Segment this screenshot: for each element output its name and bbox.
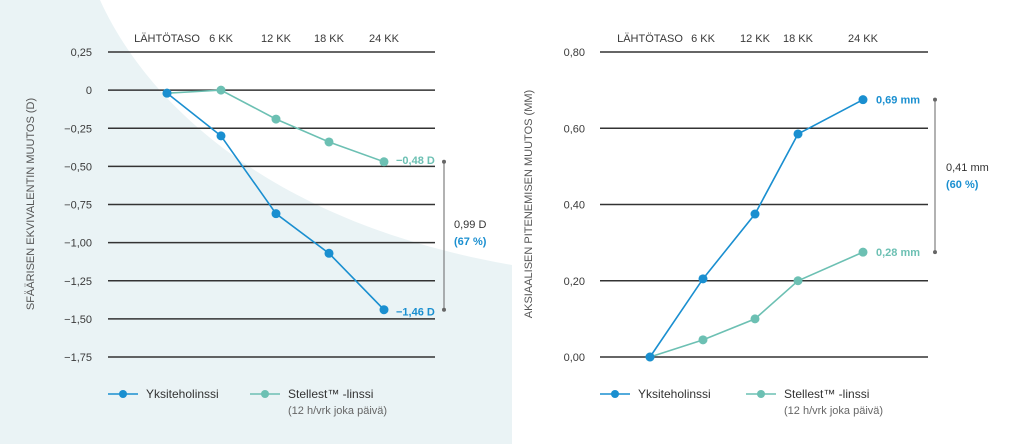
bracket-end <box>442 159 446 164</box>
data-point <box>645 352 655 362</box>
x-tick-label: LÄHTÖTASO <box>617 33 683 45</box>
x-tick-label: 24 KK <box>369 33 400 45</box>
y-tick-label: 0,40 <box>564 200 585 212</box>
bracket-end <box>442 307 446 312</box>
data-point <box>379 305 389 315</box>
data-point <box>698 335 708 345</box>
x-tick-label: LÄHTÖTASO <box>134 33 200 45</box>
y-axis-title: SFÄÄRISEN EKVIVALENTIN MUUTOS (D) <box>25 98 37 310</box>
background-swoosh <box>0 0 512 444</box>
x-tick-label: 24 KK <box>848 33 879 45</box>
data-point <box>271 114 281 124</box>
difference-value: 0,41 mm <box>946 162 989 174</box>
y-tick-label: 0 <box>86 85 92 97</box>
y-tick-label: 0,25 <box>71 47 92 59</box>
y-axis-title: AKSIAALISEN PITENEMISEN MUUTOS (MM) <box>523 90 535 318</box>
data-point <box>750 209 760 219</box>
y-tick-label: 0,80 <box>564 47 585 59</box>
y-tick-label: 0,00 <box>564 352 585 364</box>
x-tick-label: 12 KK <box>261 33 292 45</box>
x-tick-label: 6 KK <box>209 33 234 45</box>
end-value-label: −0,48 D <box>396 155 435 167</box>
legend-swatch-point <box>611 390 619 398</box>
series-line <box>649 251 864 358</box>
legend-label: Stellest™ -linssi <box>288 387 373 401</box>
data-point <box>379 157 389 167</box>
legend-label: Yksiteholinssi <box>638 387 711 401</box>
data-point <box>858 95 868 105</box>
legend-label: Stellest™ -linssi <box>784 387 869 401</box>
data-point <box>793 129 803 139</box>
y-tick-label: −1,25 <box>64 276 92 288</box>
x-tick-label: 6 KK <box>691 33 716 45</box>
y-tick-label: −0,50 <box>64 161 92 173</box>
data-point <box>216 85 226 95</box>
difference-percent: (67 %) <box>454 236 487 248</box>
end-value-label: 0,69 mm <box>876 95 920 107</box>
data-point <box>324 137 334 147</box>
y-tick-label: −0,75 <box>64 200 92 212</box>
end-value-label: −1,46 D <box>396 307 435 319</box>
legend-label: Yksiteholinssi <box>146 387 219 401</box>
data-point <box>162 88 172 98</box>
y-tick-label: −1,00 <box>64 238 92 250</box>
data-point <box>324 248 334 258</box>
data-point <box>216 131 226 141</box>
data-point <box>793 276 803 286</box>
x-tick-label: 18 KK <box>314 33 345 45</box>
x-tick-label: 18 KK <box>783 33 814 45</box>
data-point <box>271 209 281 219</box>
bracket-end <box>933 250 937 255</box>
y-tick-label: 0,60 <box>564 123 585 135</box>
data-point <box>750 314 760 324</box>
end-value-label: 0,28 mm <box>876 247 920 259</box>
data-point <box>698 274 708 284</box>
difference-percent: (60 %) <box>946 179 979 191</box>
legend-swatch-point <box>757 390 765 398</box>
y-tick-label: −0,25 <box>64 123 92 135</box>
bracket-end <box>933 97 937 102</box>
x-tick-label: 12 KK <box>740 33 771 45</box>
y-tick-label: −1,75 <box>64 352 92 364</box>
legend-sublabel: (12 h/vrk joka päivä) <box>288 405 387 417</box>
y-tick-label: 0,20 <box>564 276 585 288</box>
legend-sublabel: (12 h/vrk joka päivä) <box>784 405 883 417</box>
legend-swatch-point <box>261 390 269 398</box>
chart-axial-elongation: 0,80 0,60 0,40 0,20 0,00 LÄHTÖTASO 6 KK 12 KK 18… <box>523 33 989 417</box>
legend-swatch-point <box>119 390 127 398</box>
data-point <box>858 247 868 257</box>
chart-spherical-equivalent: 0,25 0 −0,25 −0,50 −0,75 −1,00 −1,25 −1,50 −1,75… <box>25 33 487 417</box>
y-tick-label: −1,50 <box>64 314 92 326</box>
difference-value: 0,99 D <box>454 219 486 231</box>
